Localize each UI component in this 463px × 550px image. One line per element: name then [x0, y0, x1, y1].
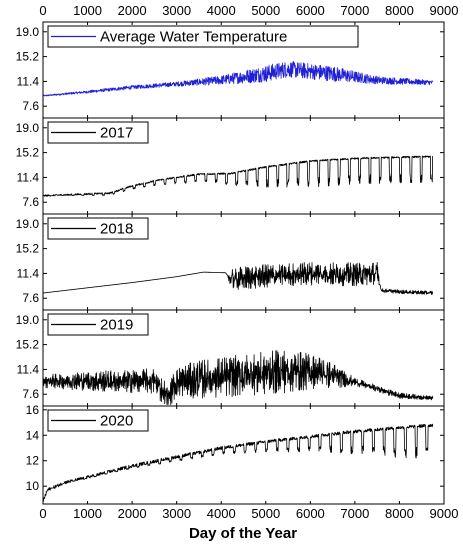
- bottom-x-tick-label: 0: [39, 506, 46, 521]
- top-x-tick-label: 8000: [385, 3, 414, 18]
- top-x-tick-label: 5000: [251, 3, 280, 18]
- x-axis-label: Day of the Year: [189, 525, 297, 542]
- panel-3: 19.0 15.2 11.4 7.6 2018: [16, 213, 445, 311]
- y-tick-label: 14: [26, 428, 40, 442]
- panel-frame: [42, 405, 445, 505]
- legend-label: 2019: [100, 317, 133, 334]
- chart-panels: 19.0 15.2 11.4 7.6 Average Water Temperature…: [16, 21, 445, 505]
- y-tick-label: 19.0: [16, 313, 40, 327]
- y-tick-label: 11.4: [17, 362, 40, 376]
- bottom-x-tick-label: 6000: [296, 506, 325, 521]
- top-x-axis: 0 1000 2000 3000 4000 5000 6000 7000 8000 9000: [39, 3, 458, 18]
- bottom-x-tick-label: 1000: [73, 506, 102, 521]
- panel-1: 19.0 15.2 11.4 7.6 Average Water Temperature: [16, 21, 445, 119]
- top-x-tick-label: 1000: [73, 3, 102, 18]
- y-tick-label: 19.0: [16, 25, 40, 39]
- y-tick-label: 7.6: [22, 291, 39, 305]
- legend-box: [47, 25, 359, 48]
- legend-label: 2020: [100, 413, 133, 430]
- legend-box: [47, 217, 149, 240]
- legend-label: 2018: [100, 221, 133, 238]
- top-x-tick-label: 6000: [296, 3, 325, 18]
- top-x-tick-label: 0: [39, 3, 46, 18]
- series-line: [42, 261, 434, 295]
- y-tick-label: 11.4: [17, 266, 40, 280]
- legend-box: [47, 409, 149, 432]
- y-tick-label: 12: [26, 454, 40, 468]
- y-tick-label: 11.4: [17, 170, 40, 184]
- panel-5: 16 14 12 10 2020: [26, 403, 445, 505]
- panel-2: 19.0 15.2 11.4 7.6 2017: [16, 117, 445, 215]
- panel-4: 19.0 15.2 11.4 7.6 2019: [16, 309, 445, 407]
- y-tick-label: 7.6: [22, 387, 39, 401]
- y-tick-label: 19.0: [16, 121, 40, 135]
- bottom-x-tick-label: 8000: [385, 506, 414, 521]
- y-tick-label: 11.4: [17, 74, 40, 88]
- legend-box: [47, 313, 149, 336]
- y-tick-label: 15.2: [16, 242, 40, 256]
- y-tick-label: 15.2: [16, 50, 40, 64]
- bottom-x-tick-label: 4000: [207, 506, 236, 521]
- bottom-x-tick-label: 7000: [340, 506, 369, 521]
- bottom-x-tick-label: 2000: [118, 506, 147, 521]
- legend-box: [47, 121, 149, 144]
- y-tick-label: 15.2: [16, 146, 40, 160]
- y-tick-label: 15.2: [16, 338, 40, 352]
- top-x-tick-label: 2000: [118, 3, 147, 18]
- y-tick-label: 10: [26, 479, 40, 493]
- series-line: [42, 423, 434, 502]
- series-line: [42, 350, 434, 406]
- y-tick-label: 7.6: [22, 195, 39, 209]
- legend-label: 2017: [100, 125, 133, 142]
- bottom-x-axis: 0 1000 2000 3000 4000 5000 6000 7000 8000 9000: [39, 506, 458, 521]
- legend-label: Average Water Temperature: [100, 29, 287, 46]
- top-x-tick-label: 9000: [430, 3, 459, 18]
- y-tick-label: 19.0: [16, 217, 40, 231]
- y-tick-label: 16: [26, 403, 40, 417]
- top-x-tick-label: 3000: [162, 3, 191, 18]
- series-line: [42, 61, 434, 97]
- top-x-tick-label: 7000: [340, 3, 369, 18]
- y-tick-label: 7.6: [22, 99, 39, 113]
- bottom-x-tick-label: 3000: [162, 506, 191, 521]
- bottom-x-tick-label: 5000: [251, 506, 280, 521]
- bottom-x-tick-label: 9000: [430, 506, 459, 521]
- top-x-tick-label: 4000: [207, 3, 236, 18]
- series-line: [42, 155, 434, 197]
